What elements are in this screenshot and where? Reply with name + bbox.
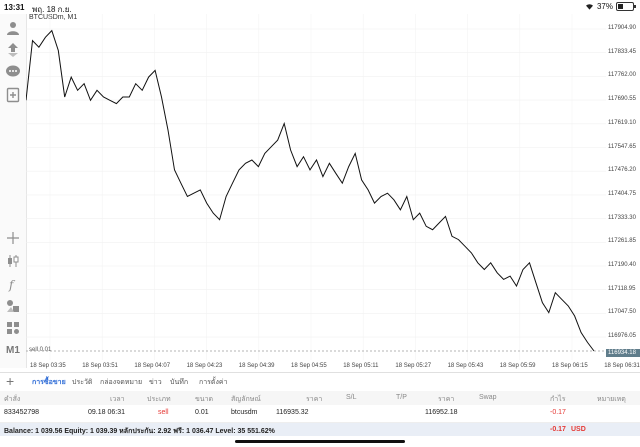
timeframe-m1-button[interactable]: M1	[6, 344, 20, 356]
header-price-current: ราคา	[438, 396, 455, 403]
home-indicator[interactable]	[235, 440, 405, 443]
positions-table-header: คำสั่ง เวลา ประเภท ขนาด สัญลักษณ์ ราคา S…	[0, 391, 640, 405]
price-tick-label: 117261.85	[608, 238, 636, 245]
header-symbol: สัญลักษณ์	[231, 396, 261, 403]
order-volume: 0.01	[195, 409, 209, 416]
order-current-price: 116952.18	[425, 409, 458, 416]
trade-arrows-icon[interactable]	[3, 40, 23, 60]
plus-icon[interactable]: +	[6, 373, 15, 389]
time-tick-label: 18 Sep 04:39	[238, 363, 275, 369]
order-id: 833452798	[4, 409, 40, 416]
time-tick-label: 18 Sep 05:27	[395, 363, 432, 369]
total-profit: -0.17	[550, 426, 566, 433]
current-price-marker: 116934.18	[606, 349, 640, 357]
profit-currency: USD	[571, 426, 586, 433]
header-comment: หมายเหตุ	[597, 396, 626, 403]
tab-mailbox[interactable]: กล่องจดหมาย	[100, 379, 143, 386]
price-tick-label: 117547.65	[608, 143, 636, 150]
time-tick-label: 18 Sep 03:35	[30, 363, 66, 369]
chart-symbol-title: BTCUSDm, M1	[29, 14, 78, 21]
order-profit: -0.17	[550, 409, 566, 416]
chat-icon[interactable]	[3, 62, 23, 82]
time-tick-label: 18 Sep 06:15	[552, 363, 588, 369]
price-tick-label: 117904.90	[608, 25, 636, 31]
order-type: sell	[158, 409, 169, 416]
header-order: คำสั่ง	[4, 396, 21, 403]
wifi-icon	[585, 4, 593, 10]
header-type: ประเภท	[147, 396, 171, 403]
price-tick-label: 117619.10	[608, 119, 636, 126]
order-time: 09.18 06:31	[88, 409, 125, 416]
tab-news[interactable]: ข่าว	[149, 379, 162, 386]
candlestick-icon[interactable]	[3, 251, 23, 271]
price-series-line	[26, 29, 595, 352]
tab-settings[interactable]: การตั้งค่า	[199, 379, 228, 386]
objects-icon[interactable]	[3, 318, 23, 338]
price-tick-label: 116976.05	[608, 333, 636, 340]
header-sl: S/L	[346, 394, 357, 401]
battery-icon	[616, 2, 636, 11]
header-price: ราคา	[306, 396, 323, 403]
tab-trade[interactable]: การซื้อขาย	[32, 379, 66, 393]
price-tick-label: 117047.50	[608, 309, 636, 316]
order-symbol: btcusdm	[231, 409, 258, 416]
time-tick-label: 18 Sep 05:11	[343, 363, 379, 369]
sell-position-label: sell 0.01	[29, 347, 52, 353]
time-tick-label: 18 Sep 04:23	[186, 363, 223, 369]
price-tick-label: 117118.95	[608, 285, 636, 292]
order-open-price: 116935.32	[276, 409, 309, 416]
table-row[interactable]: 833452798 09.18 06:31 sell 0.01 btcusdm …	[0, 406, 640, 423]
price-tick-label: 117690.55	[608, 96, 636, 103]
time-tick-label: 18 Sep 04:07	[134, 363, 171, 369]
header-volume: ขนาด	[195, 396, 214, 403]
price-tick-label: 117190.40	[608, 262, 636, 268]
status-time: 13:31	[4, 3, 25, 12]
time-tick-label: 18 Sep 05:59	[499, 363, 536, 369]
status-bar: 13:31 พฤ. 18 ก.ย. 37%	[0, 0, 640, 14]
svg-text:f: f	[8, 278, 16, 292]
price-tick-label: 117333.30	[608, 214, 636, 221]
header-time: เวลา	[110, 396, 125, 403]
header-profit: กำไร	[550, 396, 566, 403]
header-swap: Swap	[479, 394, 497, 401]
price-axis: 117904.90 117833.45 117762.00 117690.55 1176…	[606, 14, 640, 354]
status-right: 37%	[585, 2, 636, 11]
header-tp: T/P	[396, 394, 407, 401]
battery-percent: 37%	[596, 2, 613, 11]
time-tick-label: 18 Sep 03:51	[82, 363, 118, 369]
price-tick-label: 117762.00	[608, 72, 636, 79]
function-icon[interactable]: f	[3, 274, 23, 294]
time-tick-label: 18 Sep 05:43	[447, 363, 484, 369]
terminal-tabs: + การซื้อขาย ประวัติ กล่องจดหมาย ข่าว บั…	[0, 372, 640, 393]
account-icon[interactable]	[3, 18, 23, 38]
account-balance-bar: Balance: 1 039.56 Equity: 1 039.39 หลักป…	[0, 423, 640, 436]
status-date: พฤ. 18 ก.ย.	[32, 5, 72, 14]
tab-history[interactable]: ประวัติ	[72, 379, 93, 386]
price-tick-label: 117404.75	[608, 190, 636, 197]
time-tick-label: 18 Sep 04:55	[291, 363, 327, 369]
price-tick-label: 117476.20	[608, 167, 636, 174]
balance-summary: Balance: 1 039.56 Equity: 1 039.39 หลักป…	[4, 428, 275, 435]
tab-journal[interactable]: บันทึก	[170, 379, 189, 386]
add-document-icon[interactable]	[3, 85, 23, 105]
price-tick-label: 117833.45	[608, 48, 636, 55]
crosshair-icon[interactable]	[3, 228, 23, 248]
price-chart[interactable]	[26, 14, 606, 360]
chart-toolbar: f M1	[0, 14, 27, 368]
time-tick-label: 18 Sep 06:31	[604, 363, 640, 369]
drawing-tools-icon[interactable]	[3, 296, 23, 316]
